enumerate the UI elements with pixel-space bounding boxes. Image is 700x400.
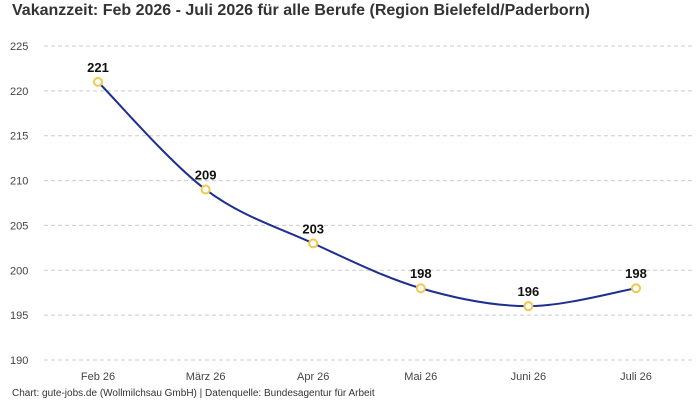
chart-title: Vakanzzeit: Feb 2026 - Juli 2026 für all…: [12, 2, 590, 19]
data-label: 209: [195, 168, 217, 183]
x-tick-label: Feb 26: [81, 371, 115, 383]
y-axis-ticks: 190 195 200 205 210 215 220 225: [10, 41, 28, 367]
y-tick-label: 215: [10, 131, 28, 143]
x-tick-label: Juni 26: [511, 371, 546, 383]
y-tick-label: 205: [10, 220, 28, 232]
y-tick-label: 210: [10, 176, 28, 188]
data-labels-layer: 221 209 203 198 196 198: [87, 60, 647, 299]
data-point: [93, 76, 103, 87]
grid-layer: [44, 45, 692, 361]
series-line: [97, 81, 637, 308]
data-point: [631, 283, 641, 294]
data-point: [415, 283, 426, 294]
y-tick-label: 195: [10, 310, 28, 322]
x-tick-label: Juli 26: [620, 371, 652, 383]
data-label: 198: [625, 266, 647, 281]
data-label: 203: [302, 221, 324, 236]
data-label: 221: [87, 60, 109, 75]
x-tick-label: März 26: [186, 371, 226, 383]
data-point: [200, 184, 211, 195]
series-line-layer: [97, 81, 637, 308]
x-tick-label: Apr 26: [297, 371, 329, 383]
x-tick-label: Mai 26: [404, 371, 437, 383]
y-tick-label: 225: [10, 41, 28, 53]
data-label: 198: [410, 266, 432, 281]
y-tick-label: 190: [10, 355, 28, 367]
y-tick-label: 200: [10, 265, 28, 277]
data-label: 196: [518, 284, 540, 299]
data-point: [523, 301, 534, 312]
y-tick-label: 220: [10, 86, 28, 98]
data-points-layer: [93, 76, 641, 312]
chart-footer: Chart: gute-jobs.de (Wollmilchsau GmbH) …: [12, 388, 375, 399]
data-point: [308, 238, 319, 249]
x-axis-ticks: Feb 26 März 26 Apr 26 Mai 26 Juni 26 Juli 26: [81, 371, 652, 383]
